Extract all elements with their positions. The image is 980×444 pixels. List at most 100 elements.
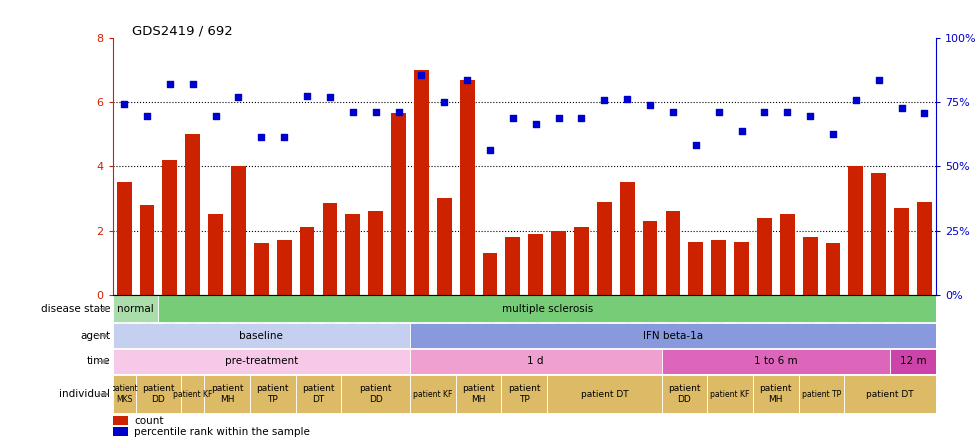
Point	[208, 113, 223, 120]
Bar	[917, 202, 932, 295]
Text: patient
DT: patient DT	[302, 385, 335, 404]
Bar	[135, 375, 181, 413]
Text: patient KF: patient KF	[710, 389, 750, 399]
Bar	[410, 323, 936, 348]
Bar	[139, 205, 155, 295]
Bar	[547, 375, 662, 413]
Point	[803, 113, 818, 120]
Text: patient
DD: patient DD	[668, 385, 701, 404]
Point	[254, 134, 270, 141]
Point	[848, 97, 863, 104]
Text: patient DT: patient DT	[580, 389, 628, 399]
Text: percentile rank within the sample: percentile rank within the sample	[134, 427, 310, 437]
Text: patient KF: patient KF	[173, 389, 213, 399]
Bar	[803, 237, 817, 295]
Bar	[662, 349, 890, 374]
Bar	[113, 323, 410, 348]
Bar	[117, 182, 131, 295]
Point	[414, 71, 429, 78]
Text: patient
TP: patient TP	[257, 385, 289, 404]
Text: 1 d: 1 d	[527, 357, 544, 366]
Text: 1 to 6 m: 1 to 6 m	[754, 357, 798, 366]
Bar	[296, 375, 341, 413]
Bar	[181, 375, 204, 413]
Point	[871, 76, 887, 83]
Bar	[276, 240, 292, 295]
Text: count: count	[134, 416, 164, 425]
Bar	[113, 375, 135, 413]
Point	[322, 94, 338, 101]
Point	[619, 95, 635, 103]
Bar	[506, 237, 520, 295]
Point	[436, 99, 452, 106]
Bar	[208, 214, 223, 295]
Point	[734, 127, 750, 135]
Bar	[254, 243, 269, 295]
Bar	[113, 427, 127, 436]
Point	[345, 108, 361, 115]
Bar	[665, 211, 680, 295]
Bar	[460, 79, 474, 295]
Point	[276, 134, 292, 141]
Bar	[757, 218, 772, 295]
Bar	[456, 375, 502, 413]
Text: patient
DD: patient DD	[360, 385, 392, 404]
Bar	[688, 242, 704, 295]
Point	[916, 110, 932, 117]
Point	[642, 102, 658, 109]
Bar	[410, 375, 456, 413]
Point	[597, 97, 612, 104]
Point	[299, 92, 315, 99]
Bar	[368, 211, 383, 295]
Point	[757, 108, 772, 115]
Text: normal: normal	[118, 304, 154, 314]
Bar	[662, 375, 708, 413]
Point	[573, 115, 589, 122]
Bar	[410, 349, 662, 374]
Text: patient KF: patient KF	[414, 389, 453, 399]
Bar	[780, 214, 795, 295]
Text: patient
TP: patient TP	[508, 385, 541, 404]
Text: baseline: baseline	[239, 331, 283, 341]
Bar	[204, 375, 250, 413]
Text: patient
DD: patient DD	[142, 385, 174, 404]
Bar	[894, 208, 909, 295]
Bar	[619, 182, 635, 295]
Bar	[250, 375, 296, 413]
Bar	[502, 375, 547, 413]
Text: patient TP: patient TP	[802, 389, 841, 399]
Bar	[708, 375, 753, 413]
Bar	[163, 160, 177, 295]
Bar	[113, 349, 410, 374]
Bar	[597, 202, 612, 295]
Point	[230, 94, 246, 101]
Point	[482, 147, 498, 154]
Point	[688, 142, 704, 149]
Text: patient
MKS: patient MKS	[111, 385, 138, 404]
Bar	[345, 214, 361, 295]
Bar	[391, 113, 406, 295]
Point	[139, 113, 155, 120]
Bar	[643, 221, 658, 295]
Bar	[185, 134, 200, 295]
Bar	[300, 227, 315, 295]
Bar	[231, 166, 246, 295]
Bar	[551, 230, 566, 295]
Bar	[574, 227, 589, 295]
Point	[185, 81, 201, 88]
Bar	[341, 375, 410, 413]
Text: patient
MH: patient MH	[211, 385, 243, 404]
Point	[162, 81, 177, 88]
Bar	[890, 349, 936, 374]
Text: patient
MH: patient MH	[463, 385, 495, 404]
Text: IFN beta-1a: IFN beta-1a	[643, 331, 703, 341]
Point	[528, 121, 544, 128]
Bar	[871, 173, 886, 295]
Bar	[845, 375, 936, 413]
Bar	[849, 166, 863, 295]
Bar	[414, 70, 429, 295]
Bar	[528, 234, 543, 295]
Point	[551, 115, 566, 122]
Point	[460, 76, 475, 83]
Text: GDS2419 / 692: GDS2419 / 692	[132, 24, 233, 37]
